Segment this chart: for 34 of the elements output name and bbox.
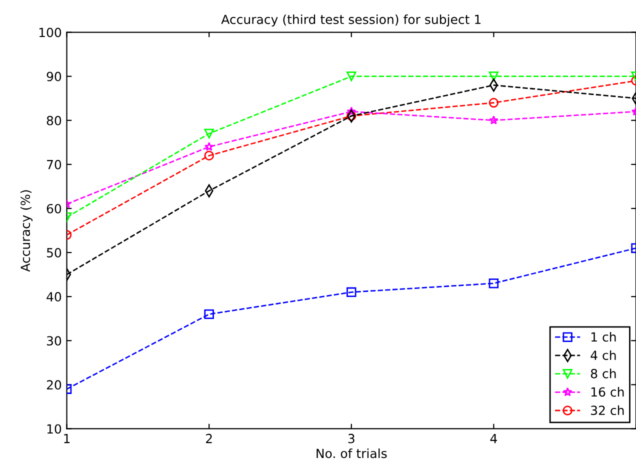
y-axis-title: Accuracy (%): [20, 190, 33, 272]
x-tick-label: 4: [490, 434, 497, 444]
point: [488, 98, 499, 108]
legend-label: 8 ch: [590, 368, 616, 378]
y-tick-label: 100: [39, 28, 62, 38]
point: [489, 116, 498, 124]
y-tick-label: 70: [47, 160, 62, 170]
point: [346, 106, 356, 116]
x-tick-label: 1: [64, 434, 70, 444]
point: [346, 111, 356, 121]
legend-label: 4 ch: [590, 350, 616, 360]
y-tick-label: 60: [46, 204, 62, 214]
x-axis-title: No. of trials: [316, 448, 387, 458]
y-tick-label: 10: [47, 424, 62, 434]
point: [204, 128, 214, 138]
point: [488, 278, 499, 288]
y-tick-label: 50: [46, 248, 62, 258]
y-tick-label: 40: [46, 292, 62, 302]
y-tick-label: 20: [46, 380, 62, 390]
legend-label: 32 ch: [591, 405, 624, 416]
point: [204, 142, 214, 151]
legend-label: 1 ch: [591, 332, 616, 342]
point: [204, 309, 214, 320]
point: [204, 150, 214, 160]
point: [346, 71, 356, 82]
y-tick-label: 90: [46, 72, 62, 82]
chart-title: Accuracy (third test session) for subject 1: [221, 14, 481, 27]
point: [346, 287, 356, 298]
x-tick-label: 2: [206, 434, 212, 444]
y-tick-label: 30: [46, 336, 62, 346]
point: [488, 71, 499, 82]
legend-label: 16 ch: [591, 387, 624, 397]
x-tick-label: 3: [348, 434, 354, 444]
y-tick-label: 80: [46, 116, 62, 126]
